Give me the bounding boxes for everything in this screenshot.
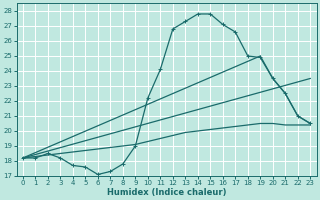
X-axis label: Humidex (Indice chaleur): Humidex (Indice chaleur)	[107, 188, 226, 197]
